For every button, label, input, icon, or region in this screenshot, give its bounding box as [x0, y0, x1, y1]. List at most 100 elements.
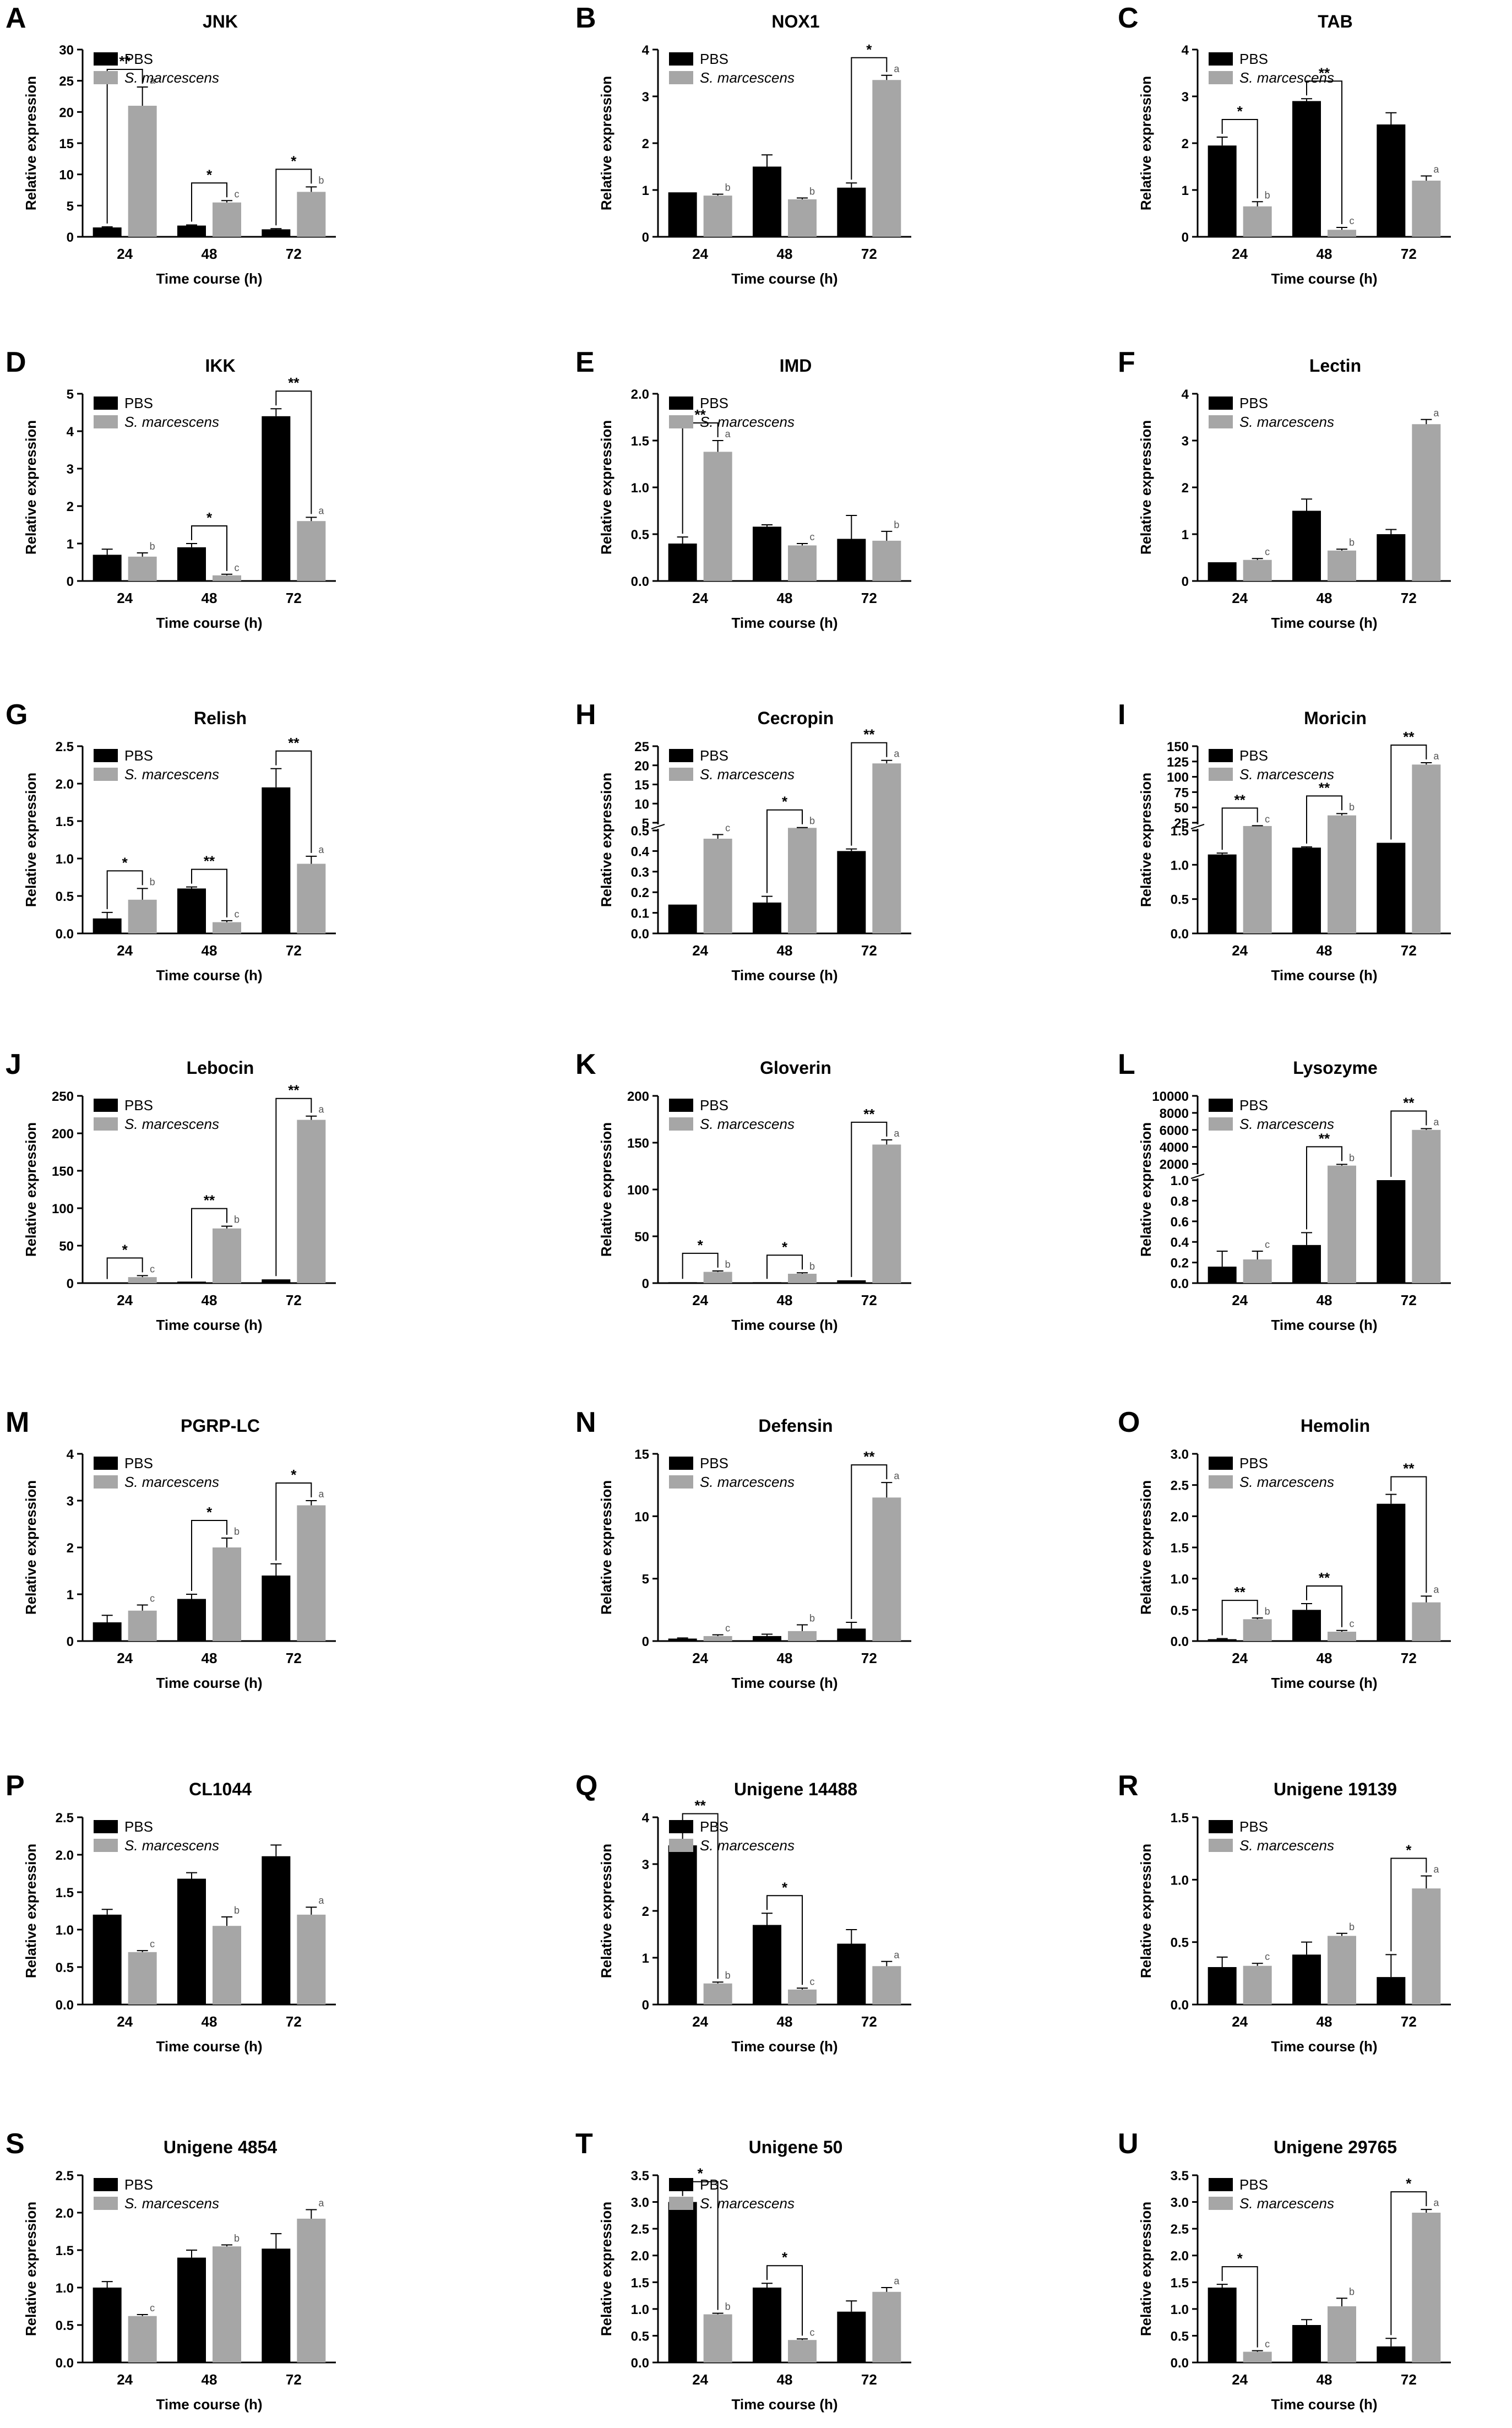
panel-p: P CL1044 0.0 0.5 1.0 1.5 2.0 2.5 Relative expres… — [6, 1770, 336, 2055]
significance-bracket — [682, 422, 719, 534]
legend-swatch-treatment — [1209, 1839, 1233, 1852]
y-tick-label: 3.0 — [1171, 2196, 1189, 2210]
bar-treatment — [1243, 1259, 1272, 1283]
significance-mark: ** — [1403, 1460, 1415, 1477]
legend-label-pbs: PBS — [1239, 1818, 1268, 1835]
y-tick-label: 3.0 — [1171, 1447, 1189, 1462]
y-tick-label: 2 — [642, 137, 649, 151]
significance-bracket — [851, 742, 888, 846]
y-tick-label: 1.5 — [1171, 1811, 1189, 1826]
panel-o: O Hemolin 0.0 0.5 1.0 1.5 2.0 2.5 3.0 Relative ex… — [1118, 1406, 1451, 1691]
y-axis-label: Relative expression — [598, 1844, 614, 1978]
group-letter: c — [1350, 1618, 1355, 1629]
bar-treatment — [703, 452, 732, 581]
y-tick-label: 0.8 — [1171, 1194, 1189, 1209]
legend-swatch-pbs — [1209, 396, 1233, 410]
chart-title: Cecropin — [758, 708, 834, 728]
group-letter: b — [1349, 801, 1355, 812]
panel-letter: U — [1118, 2128, 1139, 2160]
x-tick-label: 48 — [202, 2371, 217, 2388]
x-tick-label: 48 — [1317, 942, 1332, 959]
y-tick-label: 2 — [67, 1541, 74, 1556]
legend-swatch-treatment — [669, 2197, 693, 2210]
panel-g: G Relish 0.0 0.5 1.0 1.5 2.0 2.5 Relative expres… — [6, 699, 336, 984]
bar-treatment — [1412, 181, 1441, 237]
group-letter: c — [1265, 546, 1270, 557]
y-tick-label: 2.0 — [56, 777, 74, 792]
legend-label-treatment: S. marcescens — [1239, 2195, 1334, 2212]
y-tick-label: 1 — [642, 183, 649, 198]
group-letter: a — [150, 75, 156, 86]
significance-bracket — [191, 525, 227, 571]
chart-title: PGRP-LC — [181, 1416, 260, 1436]
x-tick-label: 24 — [1232, 1650, 1248, 1666]
bar-pbs — [177, 1599, 206, 1641]
panel-s: S Unigene 4854 0.0 0.5 1.0 1.5 2.0 2.5 Relative … — [6, 2128, 336, 2413]
y-tick-label: 150 — [627, 1136, 649, 1151]
significance-bracket — [1221, 2266, 1258, 2348]
panel-a: A JNK 0 5 10 15 20 25 30 Relative expression Time … — [6, 2, 336, 287]
y-axis-label: Relative expression — [598, 773, 614, 907]
significance-mark: ** — [1234, 791, 1246, 808]
y-tick-label: 1.0 — [1171, 1873, 1189, 1888]
y-axis-label: Relative expression — [598, 76, 614, 210]
group-letter: c — [1265, 1239, 1270, 1250]
bar-pbs — [1292, 848, 1321, 933]
y-tick-label: 30 — [59, 43, 74, 58]
y-tick-label: 0.3 — [631, 865, 649, 880]
x-tick-label: 48 — [1317, 2371, 1332, 2388]
y-axis-label: Relative expression — [23, 1844, 39, 1978]
group-letter: a — [318, 1895, 324, 1906]
significance-mark: * — [698, 1237, 704, 1253]
chart-title: Unigene 50 — [749, 2137, 843, 2157]
group-letter: b — [725, 1259, 731, 1270]
x-tick-label: 48 — [777, 1650, 793, 1666]
x-tick-label: 72 — [286, 1650, 302, 1666]
significance-mark: ** — [1403, 729, 1415, 745]
x-tick-label: 24 — [692, 590, 708, 606]
legend-label-pbs: PBS — [124, 1455, 153, 1471]
y-tick-label: 1.0 — [56, 852, 74, 867]
bar-treatment — [703, 2314, 732, 2362]
chart-title: Relish — [194, 708, 247, 728]
panel-j: J Lebocin 0 50 100 150 200 250 Relative expressi… — [6, 1049, 336, 1333]
panel-u: U Unigene 29765 0.0 0.5 1.0 1.5 2.0 2.5 3.0 3.5 Re… — [1118, 2128, 1451, 2413]
x-tick-label: 48 — [777, 1292, 793, 1308]
significance-bracket — [1390, 1110, 1427, 1177]
legend-label-treatment: S. marcescens — [700, 1837, 795, 1854]
panel-k: K Gloverin 0 50 100 150 200 Relative expression… — [575, 1049, 911, 1333]
significance-mark: ** — [1403, 1094, 1415, 1111]
x-axis-label: Time course (h) — [1271, 270, 1377, 287]
bar-treatment — [213, 1547, 241, 1641]
y-axis-label: Relative expression — [23, 76, 39, 210]
x-axis-label: Time course (h) — [156, 2396, 262, 2413]
bar-treatment — [1243, 825, 1272, 933]
chart-title: NOX1 — [771, 12, 819, 31]
group-letter: b — [1349, 2286, 1355, 2297]
y-tick-label: 0.5 — [1171, 1936, 1189, 1951]
bar-treatment — [297, 1120, 326, 1283]
bar-treatment — [213, 2246, 241, 2362]
bar-pbs — [262, 2248, 291, 2362]
panel-q: Q Unigene 14488 0 1 2 3 4 Relative expression Ti… — [575, 1770, 911, 2055]
panel-c: C TAB 0 1 2 3 4 Relative expression Time course … — [1118, 2, 1451, 287]
legend-swatch-treatment — [1209, 1475, 1233, 1489]
y-tick-label: 1.5 — [56, 2244, 74, 2258]
legend-label-treatment: S. marcescens — [1239, 1116, 1334, 1132]
x-axis-label: Time course (h) — [156, 1317, 262, 1333]
y-tick-label: 3 — [642, 1857, 649, 1872]
bar-pbs — [1292, 1610, 1321, 1641]
bar-treatment — [872, 1144, 901, 1283]
bar-pbs — [1377, 124, 1406, 237]
legend-label-pbs: PBS — [1239, 747, 1268, 764]
legend-label-pbs: PBS — [1239, 395, 1268, 411]
bar-pbs — [668, 2202, 697, 2362]
group-letter: a — [725, 428, 731, 439]
x-axis-label: Time course (h) — [1271, 967, 1377, 984]
x-tick-label: 72 — [861, 1292, 877, 1308]
y-tick-label: 50 — [634, 1230, 649, 1245]
panel-letter: N — [575, 1406, 596, 1438]
y-tick-label: 3.0 — [631, 2196, 649, 2210]
bar-pbs — [668, 1845, 697, 2005]
y-tick-label: 0.1 — [631, 906, 649, 921]
